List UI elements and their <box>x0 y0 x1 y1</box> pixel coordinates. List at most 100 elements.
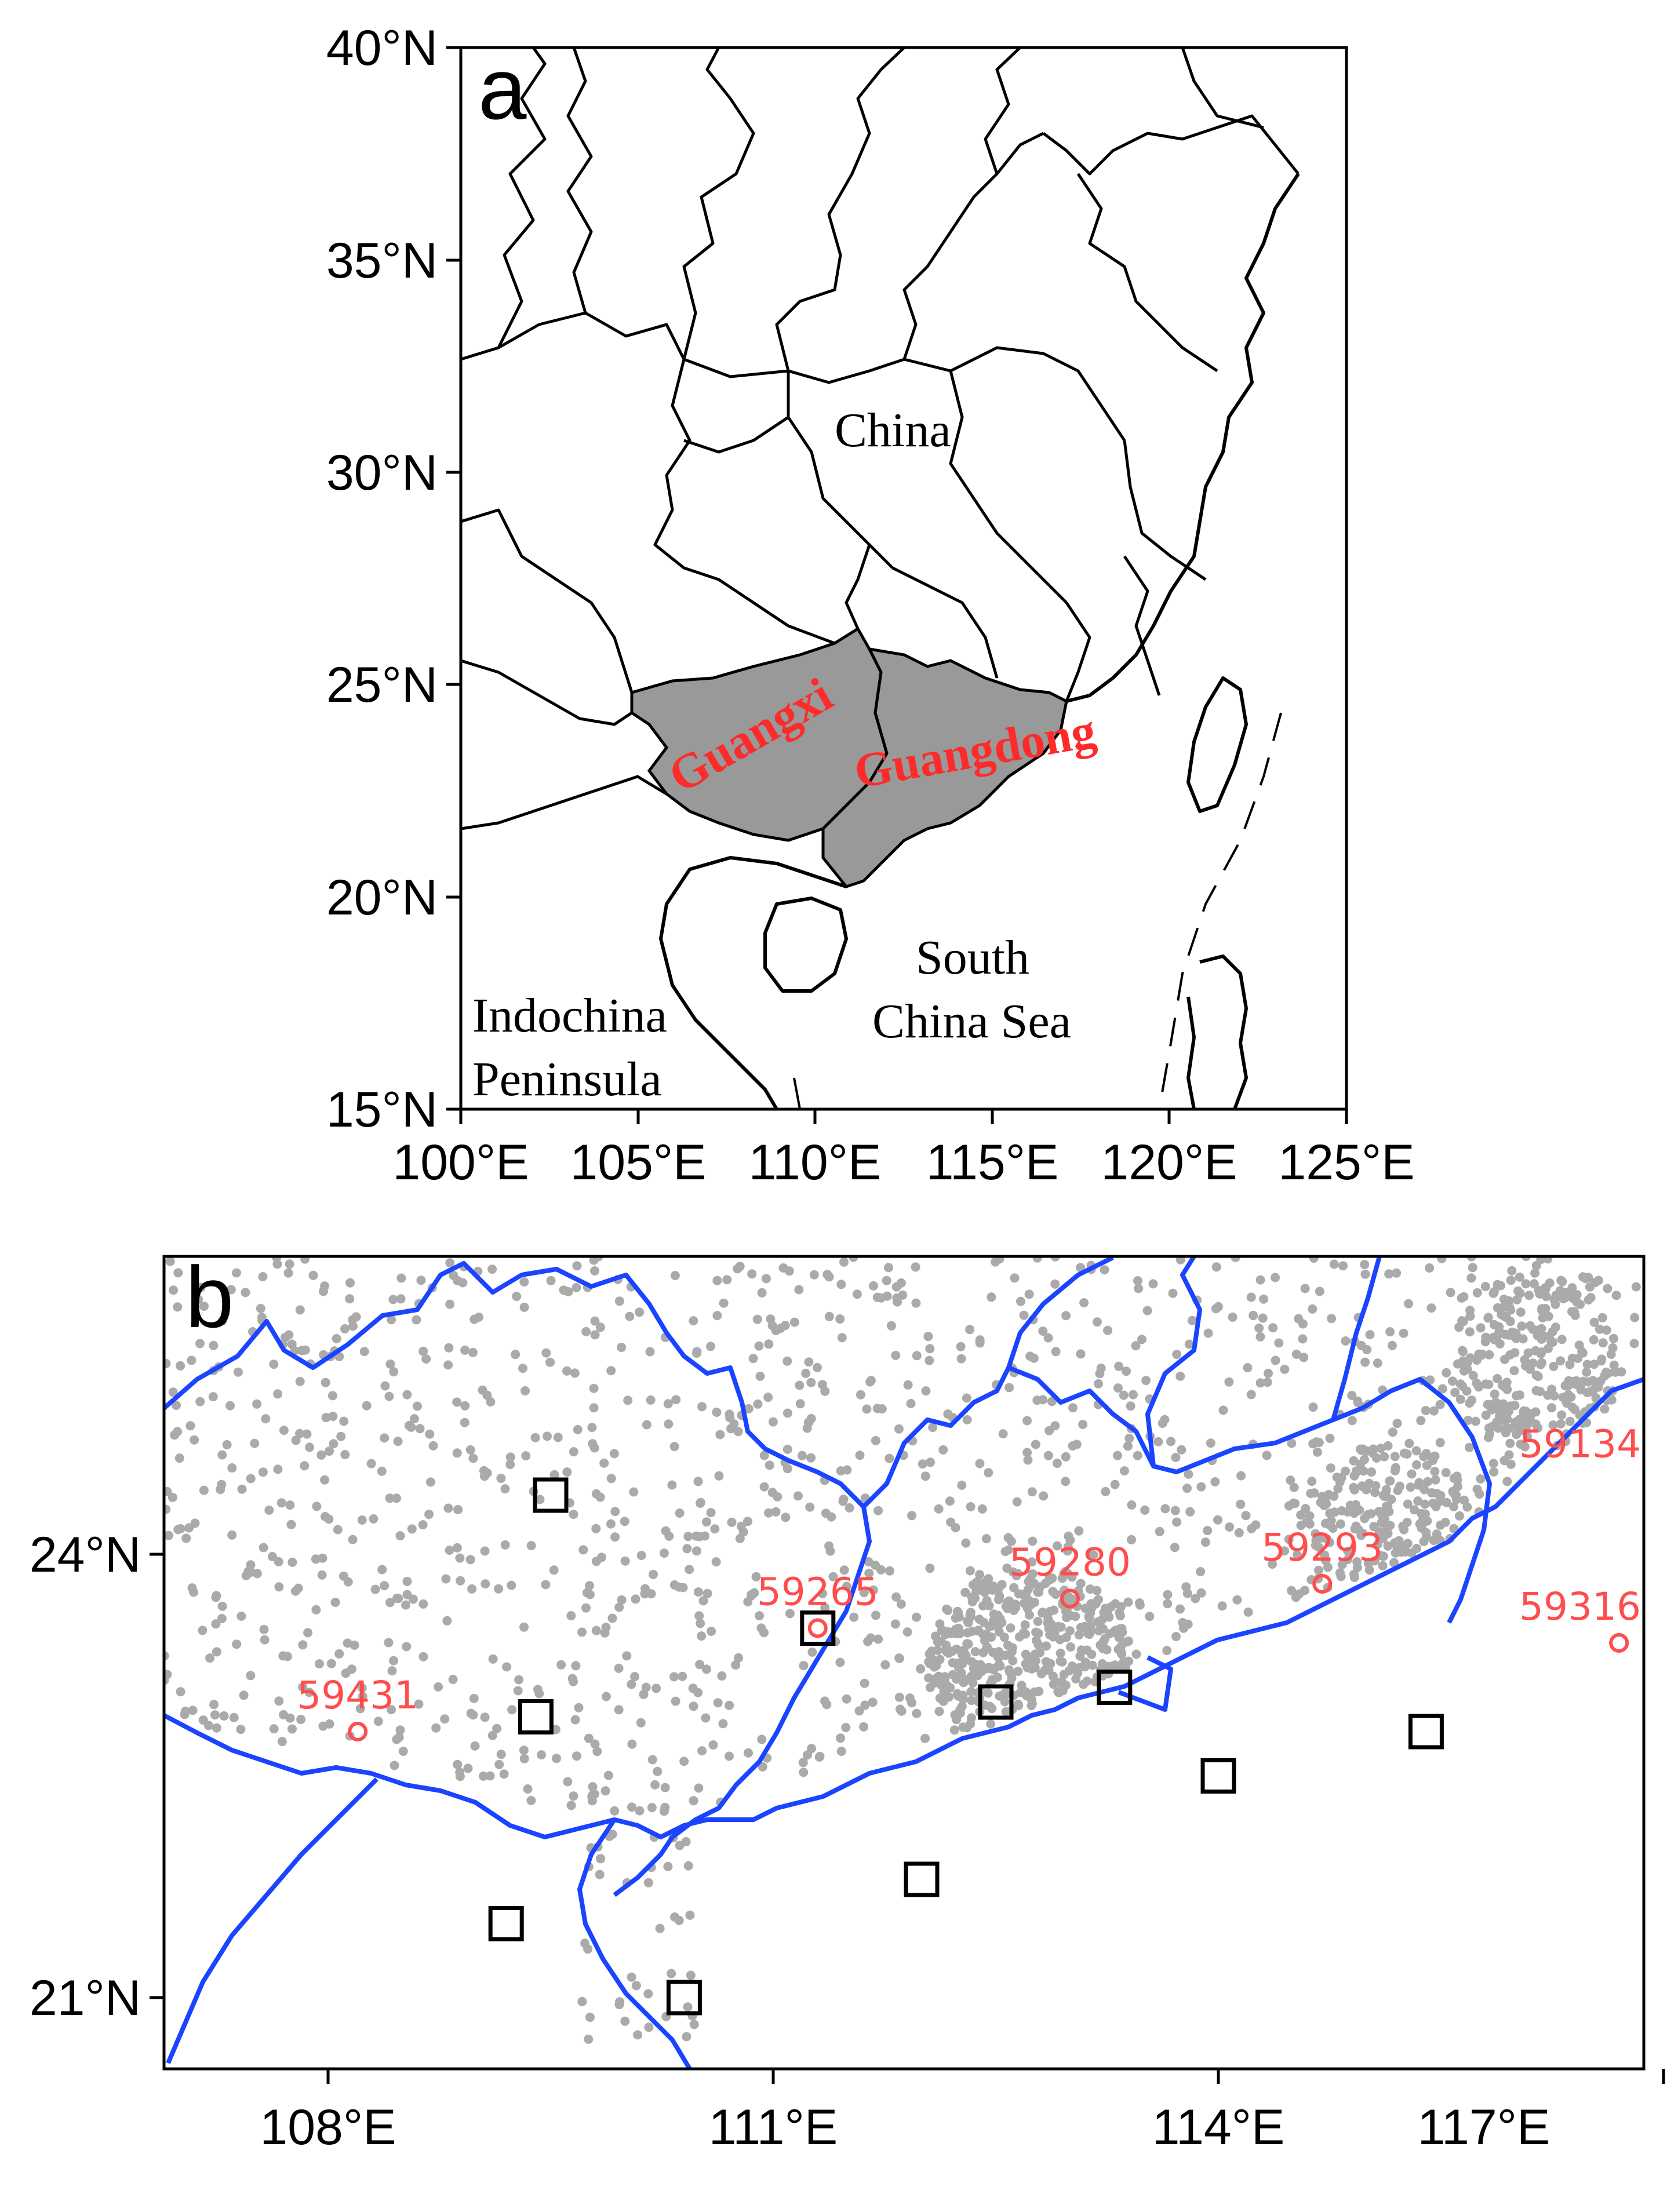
station-dot <box>635 1806 645 1816</box>
station-dot <box>1003 1545 1013 1555</box>
panel-a-map <box>461 48 1300 1109</box>
station-dot <box>1517 1423 1527 1433</box>
station-dot <box>1187 1315 1197 1325</box>
station-dot <box>636 1718 646 1728</box>
station-dot <box>1374 1527 1384 1537</box>
panel-b-map <box>164 1256 1644 2069</box>
station-dot <box>891 1350 901 1360</box>
station-dot <box>428 1441 438 1451</box>
station-dot <box>1325 1508 1335 1518</box>
station-dot <box>198 1626 208 1635</box>
station-dot <box>1052 1541 1062 1551</box>
station-dot <box>689 1316 698 1326</box>
station-dot <box>664 1531 674 1541</box>
station-dot <box>1459 1292 1469 1302</box>
station-dot <box>956 1342 966 1351</box>
station-dot <box>1630 1313 1640 1322</box>
luzon-island <box>1186 954 1248 1109</box>
station-dot <box>1320 1518 1330 1528</box>
station-dot <box>839 1257 849 1267</box>
station-dot <box>304 1688 314 1697</box>
station-dot <box>581 1327 591 1336</box>
station-dot <box>797 1451 807 1460</box>
station-dot <box>260 1635 270 1645</box>
station-dot <box>601 1692 611 1701</box>
station-dot <box>865 1377 875 1387</box>
station-dot <box>523 1784 533 1794</box>
station-dot <box>1410 1505 1420 1515</box>
station-dot <box>1425 1263 1435 1273</box>
station-dot <box>1402 1518 1412 1527</box>
station-dot <box>610 1806 620 1816</box>
lon-label-114e: 114°E <box>1152 2100 1285 2155</box>
station-dot <box>1145 1612 1155 1621</box>
station-dot <box>1502 1384 1512 1394</box>
station-dot <box>257 1313 267 1322</box>
station-dot <box>418 1346 428 1356</box>
station-dot <box>1178 1617 1188 1627</box>
station-dot <box>168 1387 178 1397</box>
station-dot <box>1076 1349 1086 1359</box>
station-dot <box>229 1712 239 1722</box>
station-dot <box>1392 1419 1402 1428</box>
station-dot <box>1191 1594 1200 1604</box>
station-dot <box>1044 1426 1054 1435</box>
station-dot <box>759 1628 769 1638</box>
station-dot <box>1014 1589 1024 1599</box>
station-dot <box>1399 1328 1408 1338</box>
station-dot <box>1358 1444 1368 1454</box>
station-dot <box>570 1368 580 1378</box>
station-dot <box>1446 1288 1455 1298</box>
station-dot <box>1412 1544 1422 1554</box>
station-dot <box>1556 1356 1566 1366</box>
station-dot <box>691 1531 701 1541</box>
station-dot <box>1300 1284 1310 1293</box>
station-dot <box>305 1442 315 1452</box>
station-dot <box>241 1288 250 1298</box>
station-dot <box>330 1598 340 1607</box>
station-dot <box>487 1264 497 1274</box>
station-dot <box>995 1660 1004 1670</box>
station-dot <box>1571 1376 1581 1386</box>
station-dot <box>1499 1415 1509 1425</box>
station-dot <box>643 1989 653 1999</box>
station-dot <box>1431 1475 1440 1485</box>
station-dot <box>562 1366 572 1376</box>
station-dot <box>1558 1393 1568 1402</box>
station-dot <box>1142 1306 1152 1315</box>
station-dot <box>1184 1339 1194 1349</box>
station-dot <box>209 1700 219 1710</box>
station-dot <box>486 1397 496 1406</box>
station-dot <box>1454 1322 1464 1332</box>
station-dot <box>995 1593 1004 1602</box>
station-dot <box>1584 1295 1593 1304</box>
station-dot <box>1001 1707 1011 1717</box>
station-dot <box>927 1656 937 1666</box>
station-dot <box>1412 1460 1421 1470</box>
station-dot <box>955 1629 964 1638</box>
station-dot <box>359 1347 369 1357</box>
station-dot <box>295 1376 305 1386</box>
station-dot <box>757 1288 767 1298</box>
station-dot <box>1034 1587 1044 1597</box>
station-dot <box>912 1351 922 1361</box>
station-dot <box>496 1474 506 1483</box>
station-dot <box>1333 1484 1343 1493</box>
station-dot <box>693 1587 703 1597</box>
station-dot <box>952 1644 962 1654</box>
station-dot <box>859 1722 869 1732</box>
station-dot <box>987 1292 996 1302</box>
station-dot <box>647 1755 657 1765</box>
station-dot <box>1030 1663 1040 1672</box>
vietnam-coast <box>166 1777 378 2064</box>
station-dot <box>1341 1336 1351 1346</box>
station-dot <box>622 1651 632 1661</box>
station-dot <box>1516 1307 1526 1317</box>
station-dot <box>492 1723 502 1733</box>
station-dot <box>962 1415 972 1424</box>
coastline-blue <box>164 1377 1644 1839</box>
station-dot <box>1043 1614 1053 1624</box>
station-dot <box>689 1796 698 1806</box>
station-dot <box>1097 1615 1107 1624</box>
station-dot <box>1581 1274 1590 1284</box>
